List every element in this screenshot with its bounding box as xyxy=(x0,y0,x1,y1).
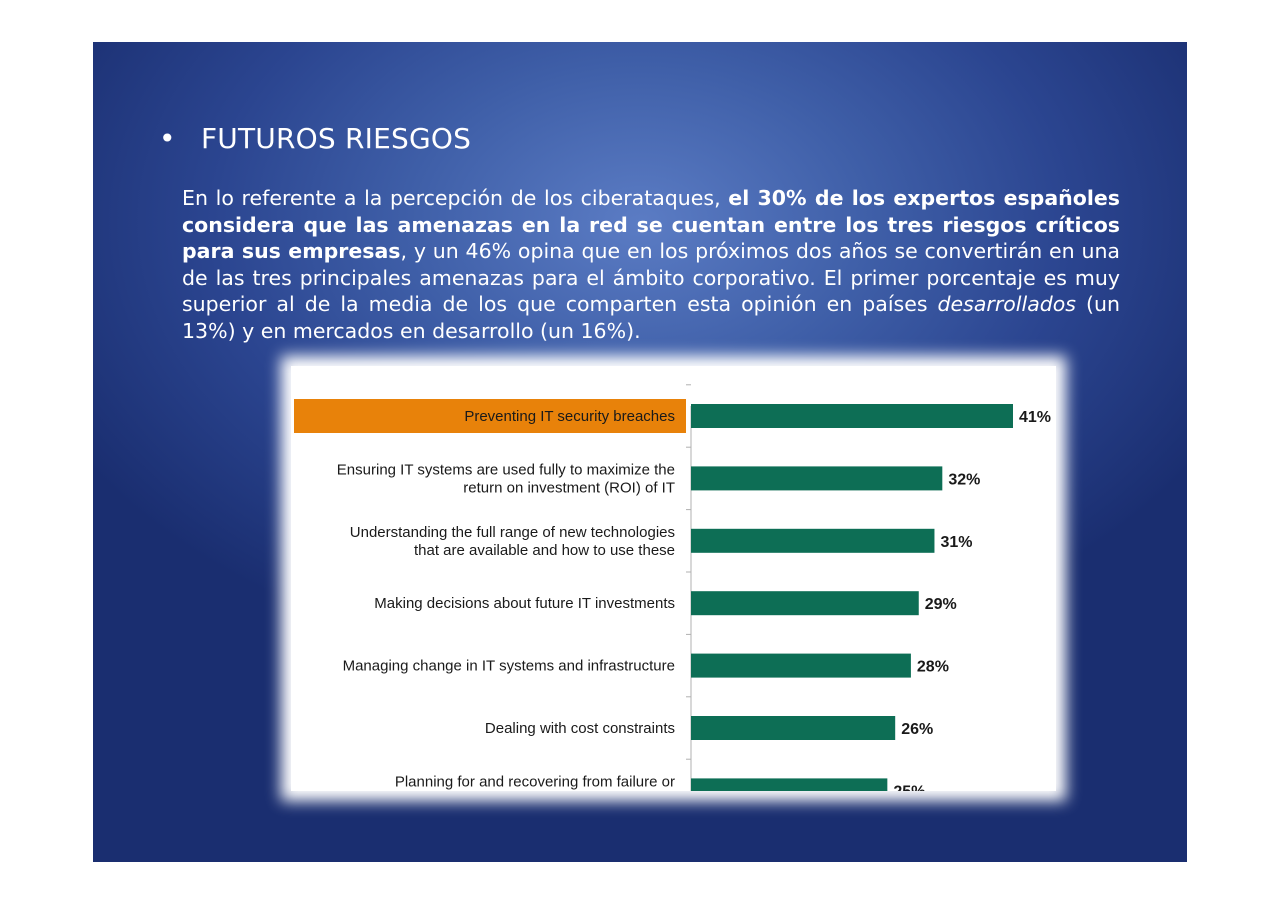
paragraph-text: , y un 46% opina que en los próximos dos… xyxy=(182,239,1120,316)
data-label: 26% xyxy=(901,721,933,738)
category-label: Planning for and recovering from failure… xyxy=(395,773,675,790)
data-label: 41% xyxy=(1019,409,1051,426)
bar-chart-svg: Preventing IT security breaches 41% Ensuri… xyxy=(294,384,1051,791)
bar-chart: Preventing IT security breaches 41% Ensuri… xyxy=(291,366,1056,791)
slide-heading: • FUTUROS RIESGOS xyxy=(159,122,471,155)
paragraph-italic-text: desarrollados xyxy=(937,292,1076,316)
body-paragraph: En lo referente a la percepción de los c… xyxy=(182,185,1120,344)
chart-bar xyxy=(691,466,943,491)
bullet-icon: • xyxy=(159,122,176,155)
category-label: Making decisions about future IT investm… xyxy=(374,595,675,612)
category-label: Managing change in IT systems and infras… xyxy=(343,658,675,675)
chart-bar xyxy=(691,716,896,740)
data-label: 32% xyxy=(948,471,980,488)
data-label: 25% xyxy=(893,783,925,791)
data-label: 28% xyxy=(917,659,949,676)
heading-text: FUTUROS RIESGOS xyxy=(201,122,472,155)
category-label: return on investment (ROI) of IT xyxy=(463,479,675,496)
chart-bar xyxy=(691,778,888,791)
chart-bar xyxy=(691,591,919,616)
highlight-label-box xyxy=(294,399,686,433)
chart-bar xyxy=(691,528,935,553)
data-label: 31% xyxy=(940,534,972,551)
paragraph-bold-text: el 30% de los expertos españoles conside… xyxy=(182,186,1120,263)
category-label: Dealing with cost constraints xyxy=(485,720,675,737)
category-label: that are available and how to use these xyxy=(414,542,675,559)
category-label: Ensuring IT systems are used fully to ma… xyxy=(337,461,675,478)
chart-bar xyxy=(691,653,911,678)
chart-bar xyxy=(691,404,1013,428)
paragraph-text: (un 13%) y en mercados en desarrollo (un… xyxy=(182,292,1121,343)
category-label: Understanding the full range of new tech… xyxy=(350,524,675,541)
slide: • FUTUROS RIESGOS En lo referente a la pe… xyxy=(93,42,1187,862)
paragraph-text: En lo referente a la percepción de los c… xyxy=(182,186,729,210)
category-label: Preventing IT security breaches xyxy=(464,408,675,425)
data-label: 29% xyxy=(925,596,957,613)
